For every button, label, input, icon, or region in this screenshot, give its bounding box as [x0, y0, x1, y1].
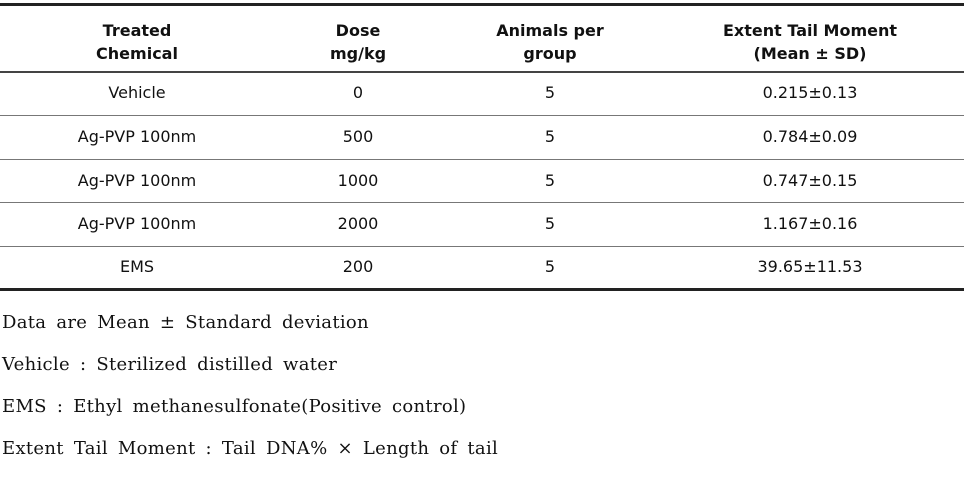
- table-cell: Vehicle: [108, 83, 166, 102]
- table-cell: 0: [352, 83, 364, 102]
- table-cell: 5: [544, 257, 556, 276]
- header-cell: mg/kg: [329, 44, 387, 63]
- table-cell: 5: [544, 83, 556, 102]
- table-cell: 0.215±0.13: [762, 83, 858, 102]
- table-cell: 0.784±0.09: [762, 127, 858, 146]
- table-cell: Ag-PVP 100nm: [77, 127, 197, 146]
- table-cell: 500: [342, 127, 374, 146]
- note-line: Data are Mean ± Standard deviation: [2, 312, 369, 333]
- table-cell: 39.65±11.53: [757, 257, 863, 276]
- header-rule: [0, 71, 964, 73]
- header-cell: group: [523, 44, 577, 63]
- table-cell: 5: [544, 214, 556, 233]
- table-cell: 2000: [337, 214, 379, 233]
- header-cell: (Mean ± SD): [753, 44, 867, 63]
- header-cell: Dose: [335, 21, 381, 40]
- note-line: Extent Tail Moment : Tail DNA% × Length …: [2, 438, 499, 459]
- header-cell: Animals per: [496, 21, 604, 40]
- table-cell: 5: [544, 171, 556, 190]
- table-cell: 200: [342, 257, 374, 276]
- table-cell: 5: [544, 127, 556, 146]
- table-bottom-rule: [0, 288, 964, 291]
- row-rule: [0, 246, 964, 247]
- row-rule: [0, 115, 964, 116]
- header-cell: Extent Tail Moment: [722, 21, 898, 40]
- table-top-rule: [0, 3, 964, 6]
- table-cell: 0.747±0.15: [762, 171, 858, 190]
- row-rule: [0, 159, 964, 160]
- table-cell: Ag-PVP 100nm: [77, 214, 197, 233]
- note-line: Vehicle : Sterilized distilled water: [2, 354, 338, 375]
- header-cell: Treated: [102, 21, 172, 40]
- table-cell: Ag-PVP 100nm: [77, 171, 197, 190]
- header-cell: Chemical: [96, 44, 178, 63]
- table-cell: 1000: [337, 171, 379, 190]
- note-line: EMS : Ethyl methanesulfonate(Positive co…: [2, 396, 467, 417]
- row-rule: [0, 202, 964, 203]
- table-cell: EMS: [119, 257, 155, 276]
- table-cell: 1.167±0.16: [762, 214, 858, 233]
